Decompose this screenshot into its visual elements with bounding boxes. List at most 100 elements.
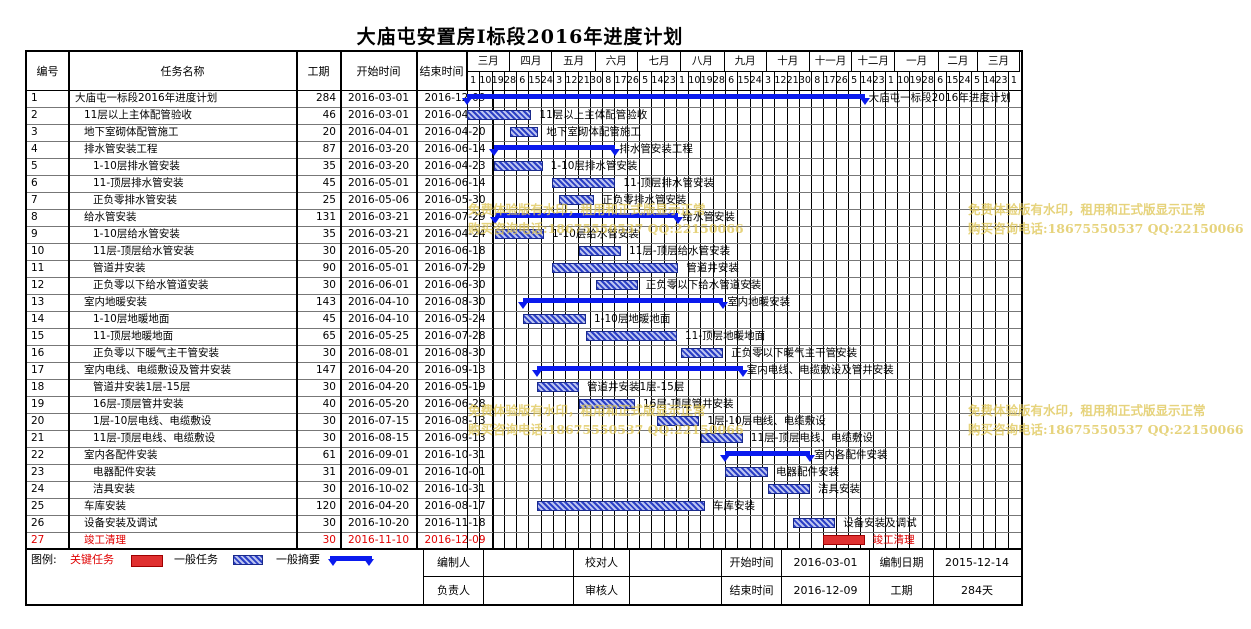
task-name: 地下室砌体配管施工 [69, 124, 297, 141]
day-gridline [663, 71, 665, 549]
month-label: 四月 [510, 52, 553, 71]
table-row[interactable]: 25 车库安装 120 2016-04-20 2016-08-17 [27, 498, 494, 515]
task-bar[interactable] [681, 348, 724, 358]
task-id: 6 [27, 175, 69, 192]
table-row[interactable]: 11 管道井安装 90 2016-05-01 2016-07-29 [27, 260, 494, 277]
table-row[interactable]: 14 1-10层地暖地面 45 2016-04-10 2016-05-24 [27, 311, 494, 328]
task-name: 16层-顶层管井安装 [69, 396, 297, 413]
table-row[interactable]: 21 11层-顶层电线、电缆敷设 30 2016-08-15 2016-09-13 [27, 430, 494, 447]
task-name: 室内地暖安装 [69, 294, 297, 311]
task-bar[interactable] [523, 314, 586, 324]
task-bar[interactable] [657, 416, 700, 426]
task-duration: 30 [297, 379, 341, 396]
table-row[interactable]: 5 1-10层排水管安装 35 2016-03-20 2016-04-23 [27, 158, 494, 175]
day-gridline [553, 71, 555, 549]
task-id: 7 [27, 192, 69, 209]
bar-label: 1-10层地暖地面 [594, 313, 671, 325]
table-row[interactable]: 19 16层-顶层管井安装 40 2016-05-20 2016-06-28 [27, 396, 494, 413]
task-name: 洁具安装 [69, 481, 297, 498]
summary-bar[interactable] [495, 213, 679, 218]
table-row[interactable]: 22 室内各配件安装 61 2016-09-01 2016-10-31 [27, 447, 494, 464]
task-bar[interactable] [793, 518, 836, 528]
task-bar[interactable] [595, 280, 638, 290]
task-name: 11-顶层排水管安装 [69, 175, 297, 192]
task-end: 2016-04-24 [417, 226, 494, 243]
table-row[interactable]: 9 1-10层给水管安装 35 2016-03-21 2016-04-24 [27, 226, 494, 243]
task-bar[interactable] [700, 433, 743, 443]
legend-task-label: 一般任务 [174, 553, 218, 566]
task-bar[interactable] [537, 382, 579, 392]
task-id: 9 [27, 226, 69, 243]
table-row[interactable]: 8 给水管安装 131 2016-03-21 2016-07-29 [27, 209, 494, 226]
task-bar[interactable] [493, 161, 543, 171]
day-tick-label: 19 [491, 75, 504, 86]
task-end: 2016-04-20 [417, 124, 494, 141]
task-bar[interactable] [579, 399, 635, 409]
task-duration: 61 [297, 447, 341, 464]
task-bar[interactable] [495, 229, 544, 239]
table-row[interactable]: 27 竣工清理 30 2016-11-10 2016-12-09 [27, 532, 494, 549]
task-start: 2016-08-15 [341, 430, 417, 447]
critical-task-bar[interactable] [822, 535, 865, 545]
table-row[interactable]: 1 大庙屯一标段2016年进度计划 284 2016-03-01 2016-12-09 [27, 90, 494, 107]
table-row[interactable]: 18 管道井安装1层-15层 30 2016-04-20 2016-05-19 [27, 379, 494, 396]
summary-bar[interactable] [523, 298, 724, 303]
task-bar[interactable] [559, 195, 595, 205]
summary-bar[interactable] [537, 366, 743, 371]
day-gridline [491, 71, 493, 549]
table-row[interactable]: 16 正负零以下暖气主干管安装 30 2016-08-01 2016-08-30 [27, 345, 494, 362]
bar-label: 车库安装 [713, 500, 755, 512]
task-name: 11层以上主体配管验收 [69, 107, 297, 124]
table-row[interactable]: 6 11-顶层排水管安装 45 2016-05-01 2016-06-14 [27, 175, 494, 192]
table-row[interactable]: 3 地下室砌体配管施工 20 2016-04-01 2016-04-20 [27, 124, 494, 141]
summary-cap-start [490, 217, 500, 224]
table-row[interactable]: 2 11层以上主体配管验收 46 2016-03-01 2016-04-15 [27, 107, 494, 124]
day-gridline [1007, 71, 1009, 549]
day-tick-label: 23 [995, 75, 1008, 86]
summary-bar[interactable] [493, 145, 616, 150]
task-bar[interactable] [510, 127, 539, 137]
table-row[interactable]: 12 正负零以下给水管道安装 30 2016-06-01 2016-06-30 [27, 277, 494, 294]
table-row[interactable]: 13 室内地暖安装 143 2016-04-10 2016-08-30 [27, 294, 494, 311]
bar-label: 1层-10层电线、电缆敷设 [707, 415, 826, 427]
task-id: 27 [27, 532, 69, 549]
task-bar[interactable] [552, 263, 679, 273]
task-end: 2016-11-18 [417, 515, 494, 532]
bar-label: 11-顶层地暖地面 [685, 330, 766, 342]
task-bar[interactable] [724, 467, 768, 477]
timeline-divider [467, 71, 1020, 72]
task-name: 室内各配件安装 [69, 447, 297, 464]
day-gridline [688, 71, 690, 549]
table-row[interactable]: 17 室内电线、电缆敷设及管井安装 147 2016-04-20 2016-09-13 [27, 362, 494, 379]
task-bar[interactable] [579, 246, 621, 256]
task-bar[interactable] [467, 110, 532, 120]
summary-bar[interactable] [467, 94, 865, 99]
table-row[interactable]: 20 1层-10层电线、电缆敷设 30 2016-07-15 2016-08-13 [27, 413, 494, 430]
day-tick-label: 24 [540, 75, 553, 86]
start-label: 开始时间 [722, 548, 782, 578]
row-divider [27, 260, 1021, 261]
owner-label: 负责人 [424, 576, 484, 606]
legend-summary-cap-right [364, 559, 374, 566]
table-row[interactable]: 23 电器配件安装 31 2016-09-01 2016-10-01 [27, 464, 494, 481]
task-end: 2016-06-14 [417, 175, 494, 192]
day-tick-label: 10 [688, 75, 701, 86]
day-tick-label: 21 [786, 75, 799, 86]
day-gridline [479, 71, 481, 549]
table-row[interactable]: 7 正负零排水管安装 25 2016-05-06 2016-05-30 [27, 192, 494, 209]
task-bar[interactable] [537, 501, 705, 511]
footer-divider [27, 548, 1021, 550]
summary-bar[interactable] [724, 451, 810, 456]
auditor-value [630, 576, 722, 606]
table-row[interactable]: 10 11层-顶层给水管安装 30 2016-05-20 2016-06-18 [27, 243, 494, 260]
table-row[interactable]: 26 设备安装及调试 30 2016-10-20 2016-11-18 [27, 515, 494, 532]
table-row[interactable]: 24 洁具安装 30 2016-10-02 2016-10-31 [27, 481, 494, 498]
task-duration: 120 [297, 498, 341, 515]
task-bar[interactable] [586, 331, 677, 341]
table-row[interactable]: 4 排水管安装工程 87 2016-03-20 2016-06-14 [27, 141, 494, 158]
task-bar[interactable] [552, 178, 616, 188]
month-label: 十二月 [852, 52, 896, 71]
task-bar[interactable] [768, 484, 810, 494]
table-row[interactable]: 15 11-顶层地暖地面 65 2016-05-25 2016-07-28 [27, 328, 494, 345]
task-id: 20 [27, 413, 69, 430]
